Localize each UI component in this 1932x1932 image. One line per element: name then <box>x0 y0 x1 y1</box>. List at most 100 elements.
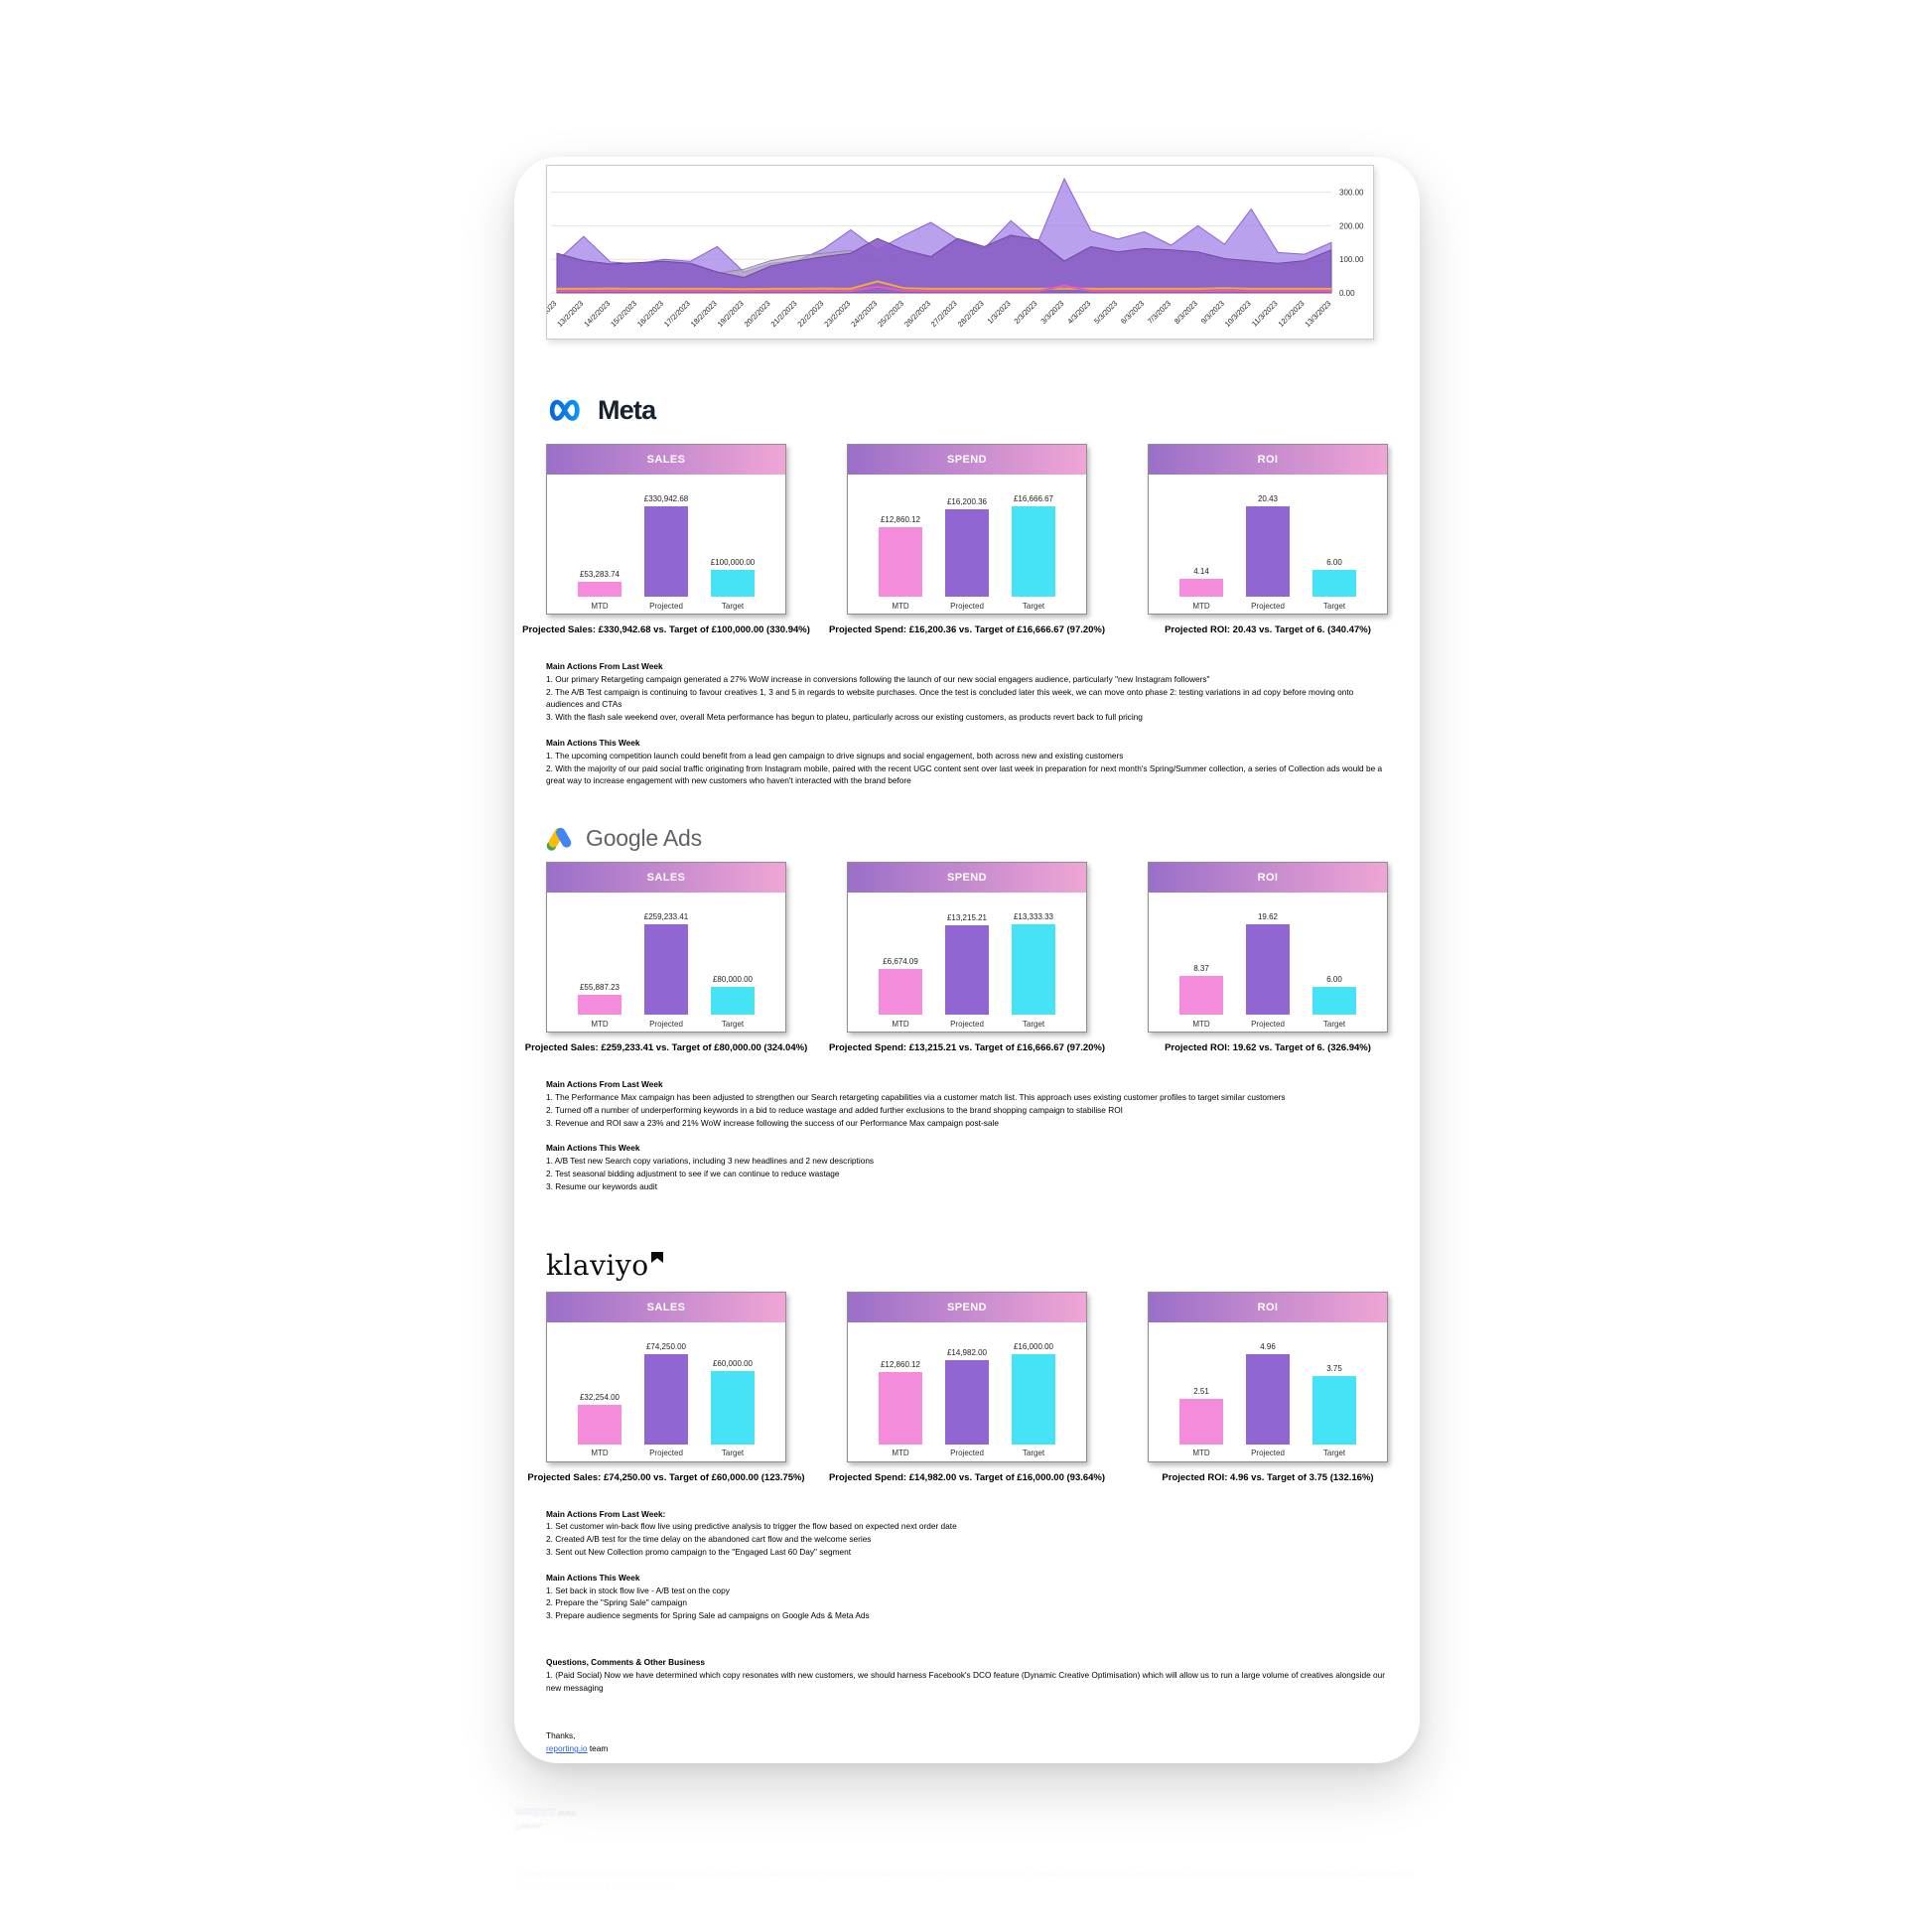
projected-bar <box>945 925 989 1016</box>
svg-text:5/3/2023: 5/3/2023 <box>1092 299 1119 326</box>
klaviyo-kpi-row: SALES £32,254.00 MTD £74,250.00 Projected … <box>527 1291 1388 1483</box>
note-item: 3. With the flash sale weekend over, ove… <box>546 712 1143 723</box>
bar-value: £55,887.23 <box>579 983 621 993</box>
klaviyo-sales-title: SALES <box>547 1292 785 1322</box>
mtd-bar <box>1179 976 1223 1016</box>
projected-bar <box>945 509 989 597</box>
bar-category: Target <box>1022 1019 1045 1029</box>
projected-bar <box>644 506 688 597</box>
bar-value: £330,942.68 <box>643 494 689 503</box>
meta-sales-caption: Projected Sales: £330,942.68 vs. Target … <box>522 624 810 635</box>
projected-bar <box>945 1359 989 1445</box>
team-text: team <box>555 1809 577 1820</box>
svg-text:12/3/2023: 12/3/2023 <box>1277 299 1307 329</box>
svg-text:1/3/2023: 1/3/2023 <box>986 299 1013 326</box>
bar-category: MTD <box>1192 1019 1210 1029</box>
svg-text:28/2/2023: 28/2/2023 <box>956 299 986 329</box>
projected-bar <box>1246 506 1290 597</box>
note-item: 2. Test seasonal bidding adjustment to s… <box>546 1168 840 1178</box>
bar-value: £6,674.09 <box>883 957 918 967</box>
note-item: 3. Prepare audience segments for Spring … <box>546 1610 870 1621</box>
bar-value: £13,333.33 <box>1013 912 1054 922</box>
svg-text:100.00: 100.00 <box>1339 255 1364 264</box>
mtd-bar <box>578 1404 621 1445</box>
bar-category: Projected <box>1251 1449 1285 1458</box>
notes-heading: Main Actions This Week <box>546 737 640 748</box>
meta-sales-card: SALES £53,283.74 MTD £330,942.68 Projected… <box>546 444 786 615</box>
meta-spend-caption: Projected Spend: £16,200.36 vs. Target o… <box>828 624 1106 635</box>
svg-text:13/3/2023: 13/3/2023 <box>1303 299 1332 329</box>
google-spend-title: SPEND <box>848 863 1086 894</box>
closing-block: Thanks, reporting.io team <box>514 1808 1420 1834</box>
svg-text:300.00: 300.00 <box>1339 189 1364 198</box>
bar-category: MTD <box>591 1019 609 1029</box>
google-spend-card: SPEND £6,674.09 MTD £13,215.21 Projected £… <box>847 862 1087 1034</box>
bar-value: 8.37 <box>1193 964 1209 974</box>
svg-text:15/2/2023: 15/2/2023 <box>609 299 638 329</box>
reporting-io-link[interactable]: reporting.io <box>514 1809 556 1820</box>
bar-category: MTD <box>892 601 909 611</box>
target-bar <box>1312 987 1356 1016</box>
svg-text:14/2/2023: 14/2/2023 <box>582 299 612 329</box>
note-item: 1. Our primary Retargeting campaign gene… <box>546 673 1210 684</box>
bar-category: MTD <box>1192 1449 1210 1458</box>
bar-category: Target <box>1322 1019 1346 1029</box>
svg-text:23/2/2023: 23/2/2023 <box>822 299 852 329</box>
questions-heading: Questions, Comments & Other Business <box>514 1882 673 1893</box>
bar-category: MTD <box>892 1019 909 1029</box>
klaviyo-roi-caption: Projected ROI: 4.96 vs. Target of 3.75 (… <box>1162 1471 1374 1483</box>
bar-category: Projected <box>950 1449 984 1458</box>
meta-logo: Meta <box>546 395 1388 426</box>
google-sales-title: SALES <box>547 863 785 894</box>
meta-sales-title: SALES <box>547 445 785 475</box>
svg-text:7/3/2023: 7/3/2023 <box>1146 299 1173 326</box>
bar-value: 4.14 <box>1193 567 1209 576</box>
projected-bar <box>644 924 688 1016</box>
google-ads-icon <box>546 828 572 851</box>
bar-value: £12,860.12 <box>880 1359 921 1369</box>
meta-spend-title: SPEND <box>848 445 1086 475</box>
note-item: 1. Set customer win-back flow live using… <box>546 1521 957 1532</box>
bar-value: £16,666.67 <box>1013 494 1054 503</box>
meta-spend-card: SPEND £12,860.12 MTD £16,200.36 Projected … <box>847 444 1087 615</box>
klaviyo-roi-title: ROI <box>1149 1292 1387 1322</box>
note-item: 2. The A/B Test campaign is continuing t… <box>546 686 1354 710</box>
bar-category: Projected <box>649 1019 683 1029</box>
questions-block: Questions, Comments & Other Business 1. … <box>514 1868 1420 1894</box>
meta-wordmark: Meta <box>598 395 656 425</box>
bar-value: £74,250.00 <box>645 1341 687 1351</box>
note-item: 3. Revenue and ROI saw a 23% and 21% WoW… <box>546 1117 999 1128</box>
card-reflection: 0.00100.00200.00300.0012/2/202313/2/2023… <box>514 1766 1420 1931</box>
bar-category: Target <box>1322 1449 1346 1458</box>
question-item: 1. (Paid Social) Now we have determined … <box>546 1669 1386 1693</box>
google-kpi-row: SALES £55,887.23 MTD £259,233.41 Projected… <box>525 862 1388 1054</box>
target-bar <box>711 1370 755 1445</box>
note-item: 3. Sent out New Collection promo campaig… <box>546 1546 852 1557</box>
target-bar <box>1312 570 1356 597</box>
target-bar <box>1012 1353 1055 1445</box>
bar-value: 20.43 <box>1257 494 1279 503</box>
bar-value: £32,254.00 <box>579 1392 621 1402</box>
mtd-bar <box>578 995 621 1016</box>
svg-text:16/2/2023: 16/2/2023 <box>635 299 665 329</box>
svg-text:19/2/2023: 19/2/2023 <box>716 299 746 329</box>
bar-value: 6.00 <box>1326 975 1342 985</box>
google-spend-caption: Projected Spend: £13,215.21 vs. Target o… <box>828 1042 1106 1054</box>
klaviyo-spend-card: SPEND £12,860.12 MTD £14,982.00 Projected … <box>847 1291 1087 1462</box>
mtd-bar <box>879 969 922 1016</box>
google-roi-caption: Projected ROI: 19.62 vs. Target of 6. (3… <box>1165 1042 1371 1054</box>
note-item: 2. Created A/B test for the time delay o… <box>546 1534 872 1545</box>
bar-category: Projected <box>649 601 683 611</box>
target-bar <box>711 570 755 597</box>
google-roi-card: ROI 8.37 MTD 19.62 Projected 6.00 Target <box>1148 862 1388 1034</box>
svg-text:8/3/2023: 8/3/2023 <box>1173 299 1199 326</box>
reporting-io-link[interactable]: reporting.io <box>546 1743 588 1754</box>
questions-block: Questions, Comments & Other Business 1. … <box>546 1656 1388 1694</box>
svg-text:24/2/2023: 24/2/2023 <box>849 299 879 329</box>
bar-category: Target <box>1022 601 1045 611</box>
bar-value: £16,200.36 <box>946 497 988 506</box>
bar-value: £13,215.21 <box>946 913 988 923</box>
notes-heading: Main Actions From Last Week <box>546 661 663 671</box>
klaviyo-spend-title: SPEND <box>848 1292 1086 1322</box>
